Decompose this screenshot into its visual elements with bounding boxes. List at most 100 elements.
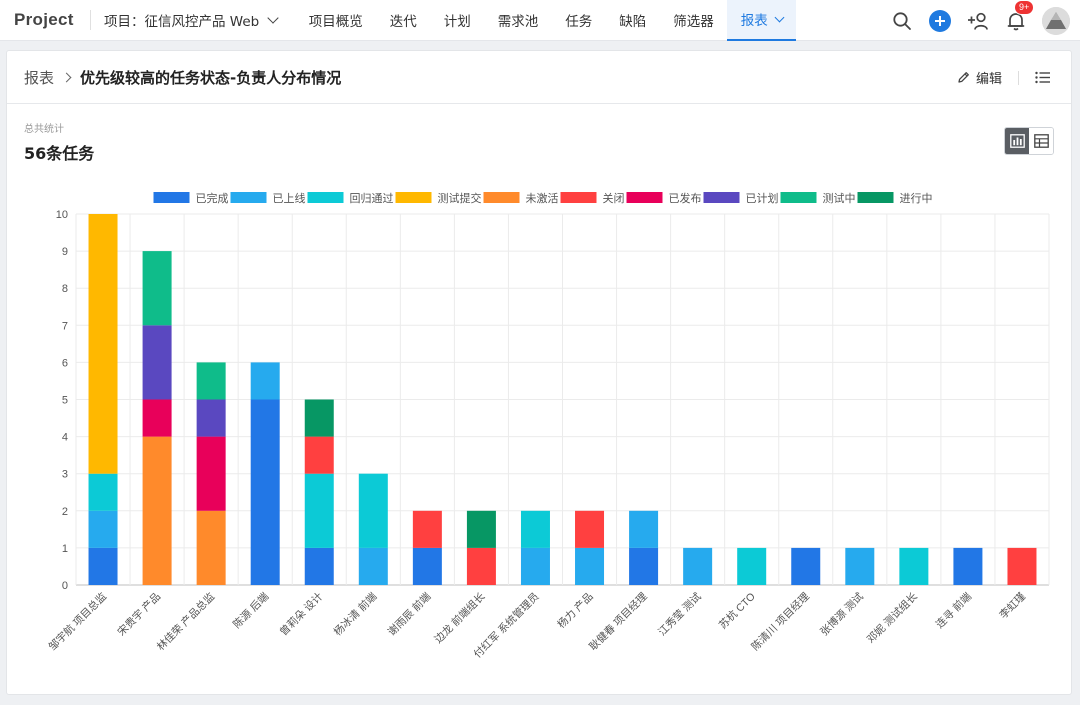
project-selector-label: 项目：征信风控产品 Web xyxy=(104,14,260,30)
bar-segment[interactable] xyxy=(304,473,334,548)
create-button[interactable] xyxy=(928,9,952,33)
bar-segment[interactable] xyxy=(196,510,226,585)
tab-reports[interactable]: 报表 xyxy=(727,0,797,41)
legend-swatch xyxy=(230,192,267,203)
bar-segment[interactable] xyxy=(520,547,550,585)
edit-button[interactable]: 编辑 xyxy=(957,68,1002,87)
bar-segment[interactable] xyxy=(250,362,280,400)
tab-plan[interactable]: 计划 xyxy=(443,14,471,30)
legend-swatch xyxy=(780,192,817,203)
bar-segment[interactable] xyxy=(845,547,875,585)
tab-reports-label: 报表 xyxy=(740,13,768,29)
bar-segment[interactable] xyxy=(737,547,767,585)
legend-label: 回归通过 xyxy=(350,191,394,205)
bar-segment[interactable] xyxy=(412,510,442,548)
chevron-down-icon xyxy=(774,12,785,22)
summary-label: 总共统计 xyxy=(24,124,64,135)
legend-item[interactable]: 已上线 xyxy=(230,191,306,205)
legend-label: 测试提交 xyxy=(438,191,482,205)
y-tick-label: 9 xyxy=(62,246,68,258)
summary-value: 56条任务 xyxy=(24,144,95,163)
legend-item[interactable]: 已计划 xyxy=(703,192,779,205)
legend-item[interactable]: 未激活 xyxy=(483,191,559,205)
bar-segment[interactable] xyxy=(1007,547,1037,585)
bar-segment[interactable] xyxy=(629,547,659,585)
tab-overview[interactable]: 项目概览 xyxy=(308,14,363,30)
bar-segment[interactable] xyxy=(142,251,172,326)
tab-iteration[interactable]: 迭代 xyxy=(389,14,417,30)
tab-tasks[interactable]: 任务 xyxy=(565,14,593,30)
nav-divider xyxy=(90,10,91,30)
legend-label: 已计划 xyxy=(746,192,779,205)
legend-item[interactable]: 关闭 xyxy=(560,191,625,205)
search-button[interactable] xyxy=(890,9,914,33)
legend-swatch xyxy=(857,192,894,203)
bar-segment[interactable] xyxy=(304,436,334,474)
notifications-button[interactable]: 9+ xyxy=(1004,0,1035,33)
x-tick-label: 江秀莹 测试 xyxy=(655,590,704,639)
bar-segment[interactable] xyxy=(575,510,605,548)
bar-segment[interactable] xyxy=(683,547,713,585)
legend-label: 已完成 xyxy=(196,191,229,205)
view-toggle xyxy=(1004,127,1054,155)
bar-segment[interactable] xyxy=(88,473,118,511)
avatar[interactable] xyxy=(1042,6,1070,35)
tab-requirements[interactable]: 需求池 xyxy=(497,14,539,30)
bar-segment[interactable] xyxy=(142,325,172,400)
more-menu-button[interactable] xyxy=(1035,71,1051,84)
chart-view-button[interactable] xyxy=(1005,128,1029,154)
pencil-icon xyxy=(958,72,969,83)
summary-block: 总共统计 56条任务 xyxy=(24,120,94,164)
x-tick-label: 林佳荣 产品总监 xyxy=(154,590,218,654)
bar-segment[interactable] xyxy=(88,510,118,548)
table-view-button[interactable] xyxy=(1029,128,1053,154)
tab-defects[interactable]: 缺陷 xyxy=(619,14,647,30)
bar-segment[interactable] xyxy=(791,547,821,585)
bar-segment[interactable] xyxy=(142,399,172,437)
x-tick-label: 张博源 测试 xyxy=(818,590,867,639)
notification-badge: 9+ xyxy=(1014,0,1035,15)
project-selector[interactable]: 项目：征信风控产品 Web xyxy=(104,10,279,30)
legend-label: 测试中 xyxy=(823,192,856,205)
legend-item[interactable]: 已发布 xyxy=(626,191,702,205)
legend-item[interactable]: 回归通过 xyxy=(307,191,394,205)
legend-item[interactable]: 已完成 xyxy=(153,191,229,205)
brand-logo[interactable]: Project xyxy=(14,10,74,29)
legend-swatch xyxy=(703,192,740,203)
bar-segment[interactable] xyxy=(466,510,496,548)
bar-segment[interactable] xyxy=(250,399,280,586)
legend-item[interactable]: 进行中 xyxy=(857,192,933,205)
bar-segment[interactable] xyxy=(196,399,226,437)
tab-filters[interactable]: 筛选器 xyxy=(673,14,714,30)
bar-segment[interactable] xyxy=(196,362,226,400)
legend-item[interactable]: 测试中 xyxy=(780,192,856,205)
bar-segment[interactable] xyxy=(304,399,334,437)
legend-swatch xyxy=(560,192,597,203)
bar-segment[interactable] xyxy=(142,436,172,585)
bar-segment[interactable] xyxy=(629,510,659,548)
bar-segment[interactable] xyxy=(412,547,442,585)
nav-tabs: 项目概览 迭代 计划 需求池 任务 缺陷 筛选器 报表 xyxy=(295,0,797,41)
page-title: 优先级较高的任务状态-负责人分布情况 xyxy=(80,68,342,87)
bar-segment[interactable] xyxy=(196,436,226,511)
bar-segment[interactable] xyxy=(575,547,605,585)
y-tick-label: 4 xyxy=(62,432,68,444)
bar-segment[interactable] xyxy=(358,473,388,548)
header-divider xyxy=(1018,70,1019,85)
legend-label: 进行中 xyxy=(900,192,933,205)
bar-segment[interactable] xyxy=(88,214,118,474)
bar-segment[interactable] xyxy=(304,547,334,585)
legend-swatch xyxy=(307,192,344,203)
x-tick-label: 耿健春 项目经理 xyxy=(586,590,650,654)
x-tick-label: 边龙 前端组长 xyxy=(432,590,488,646)
breadcrumb-reports[interactable]: 报表 xyxy=(24,68,55,87)
bar-segment[interactable] xyxy=(466,547,496,585)
bar-segment[interactable] xyxy=(953,547,983,585)
bar-segment[interactable] xyxy=(88,547,118,585)
bar-segment[interactable] xyxy=(899,547,929,585)
bar-segment[interactable] xyxy=(520,510,550,548)
invite-member-button[interactable] xyxy=(966,9,990,33)
legend-item[interactable]: 测试提交 xyxy=(395,191,482,205)
y-tick-label: 5 xyxy=(62,395,68,407)
bar-segment[interactable] xyxy=(358,547,388,585)
